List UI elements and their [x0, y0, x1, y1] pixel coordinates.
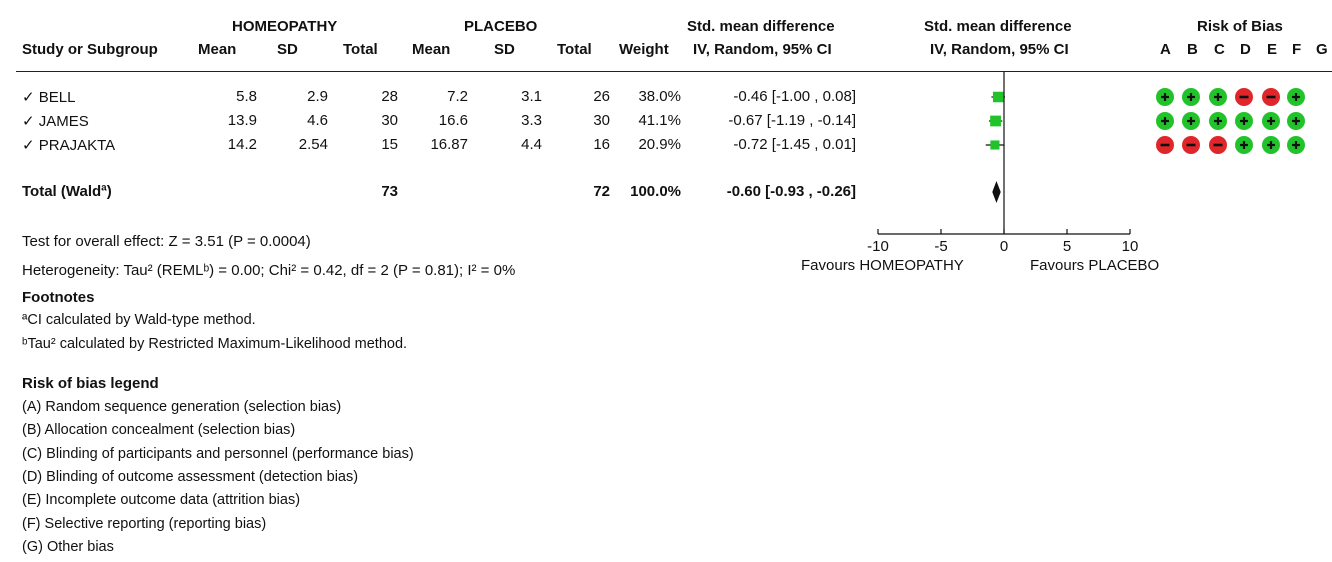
- total-placebo: 16: [593, 136, 610, 153]
- effect-header-title: Std. mean difference: [687, 18, 835, 35]
- plot-header-sub: IV, Random, 95% CI: [930, 41, 1069, 58]
- plot-header-title: Std. mean difference: [924, 18, 1072, 35]
- x-tick-label: 10: [1122, 238, 1139, 255]
- rob-dot-high: [1182, 136, 1200, 154]
- total-ci-text: -0.60 [-0.93 , -0.26]: [726, 183, 856, 200]
- rob-dot-low: [1262, 112, 1280, 130]
- study-name: ✓ JAMES: [22, 113, 89, 130]
- sd-placebo: 3.3: [521, 112, 542, 129]
- rob-dot-high: [1209, 136, 1227, 154]
- weight: 41.1%: [638, 112, 681, 129]
- study-estimate-box: [990, 140, 1000, 150]
- legend-item: (A) Random sequence generation (selectio…: [22, 399, 342, 415]
- rob-dot-low: [1235, 112, 1253, 130]
- col-study: Study or Subgroup: [22, 41, 158, 58]
- footnote-a: ªCI calculated by Wald-type method.: [22, 312, 256, 328]
- total-weight: 100.0%: [630, 183, 681, 200]
- mean-homeopathy: 14.2: [227, 136, 257, 153]
- legend-item: (C) Blinding of participants and personn…: [22, 445, 414, 462]
- header-rule: [16, 71, 1332, 72]
- rob-dot-low: [1209, 112, 1227, 130]
- footnote-b: ᵇTau² calculated by Restricted Maximum-L…: [22, 336, 408, 352]
- rob-dot-high: [1262, 88, 1280, 106]
- overall-effect: Test for overall effect: Z = 3.51 (P = 0…: [22, 233, 311, 250]
- favours-right-label: Favours PLACEBO: [1030, 257, 1160, 274]
- rob-letter-f: F: [1292, 41, 1302, 58]
- col-sd-placebo: SD: [494, 41, 515, 58]
- rob-dot-low: [1209, 88, 1227, 106]
- rob-dot-low: [1182, 112, 1200, 130]
- study-name: ✓ PRAJAKTA: [22, 137, 116, 154]
- rob-letter-d: D: [1240, 41, 1251, 58]
- legend-item: (D) Blinding of outcome assessment (dete…: [22, 468, 359, 485]
- pooled-diamond: [992, 181, 1001, 203]
- rob-dot-high: [1235, 88, 1253, 106]
- sd-placebo: 3.1: [521, 88, 542, 105]
- mean-placebo: 16.6: [438, 112, 468, 129]
- mean-homeopathy: 13.9: [227, 112, 257, 129]
- rob-header-title: Risk of Bias: [1197, 18, 1283, 35]
- favours-left-label: Favours HOMEOPATHY: [801, 257, 964, 274]
- col-mean-placebo: Mean: [412, 41, 451, 58]
- rob-letter-b: B: [1187, 41, 1198, 58]
- sd-homeopathy: 2.54: [298, 136, 328, 153]
- total-homeopathy: 28: [381, 88, 398, 105]
- weight: 20.9%: [638, 136, 681, 153]
- col-mean-homeopathy: Mean: [198, 41, 237, 58]
- mean-placebo: 7.2: [447, 88, 468, 105]
- ci-text: -0.72 [-1.45 , 0.01]: [733, 136, 856, 153]
- rob-dot-low: [1156, 112, 1174, 130]
- rob-letter-a: A: [1160, 41, 1171, 58]
- total-placebo: 26: [593, 88, 610, 105]
- x-tick-label: -10: [867, 238, 889, 255]
- rob-dot-low: [1235, 136, 1253, 154]
- col-total-homeopathy: Total: [343, 41, 378, 58]
- sd-homeopathy: 2.9: [307, 88, 328, 105]
- study-name: ✓ BELL: [22, 89, 76, 106]
- total-homeopathy: 30: [381, 112, 398, 129]
- effect-header-sub: IV, Random, 95% CI: [693, 41, 832, 58]
- col-sd-homeopathy: SD: [277, 41, 298, 58]
- rob-dot-low: [1287, 112, 1305, 130]
- x-tick-label: -5: [934, 238, 947, 255]
- footnotes-title: Footnotes: [22, 289, 95, 306]
- ci-text: -0.46 [-1.00 , 0.08]: [733, 88, 856, 105]
- group1-header: HOMEOPATHY: [232, 18, 338, 35]
- x-tick-label: 5: [1063, 238, 1071, 255]
- rob-dot-high: [1156, 136, 1174, 154]
- col-weight: Weight: [619, 41, 669, 58]
- rob-letter-e: E: [1267, 41, 1278, 58]
- rob-letter-c: C: [1214, 41, 1225, 58]
- heterogeneity: Heterogeneity: Tau² (REMLᵇ) = 0.00; Chi²…: [22, 262, 516, 279]
- total-homeopathy: 15: [381, 136, 398, 153]
- total-placebo: 72: [593, 183, 610, 200]
- total-label: Total (Waldª): [22, 183, 112, 200]
- sd-homeopathy: 4.6: [307, 112, 328, 129]
- mean-placebo: 16.87: [430, 136, 468, 153]
- study-estimate-box: [992, 91, 1004, 103]
- legend-item: (E) Incomplete outcome data (attrition b…: [22, 492, 301, 509]
- col-total-placebo: Total: [557, 41, 592, 58]
- rob-dot-low: [1287, 136, 1305, 154]
- study-estimate-box: [990, 115, 1001, 127]
- rob-dot-low: [1182, 88, 1200, 106]
- rob-letter-g: G: [1316, 41, 1328, 58]
- group2-header: PLACEBO: [464, 18, 538, 35]
- legend-title: Risk of bias legend: [22, 375, 159, 392]
- sd-placebo: 4.4: [521, 136, 542, 153]
- x-tick-label: 0: [1000, 238, 1008, 255]
- legend-item: (F) Selective reporting (reporting bias): [22, 515, 267, 532]
- rob-dot-low: [1287, 88, 1305, 106]
- ci-text: -0.67 [-1.19 , -0.14]: [728, 112, 856, 129]
- total-homeopathy: 73: [381, 183, 398, 200]
- legend-item: (G) Other bias: [22, 538, 114, 555]
- mean-homeopathy: 5.8: [236, 88, 257, 105]
- total-placebo: 30: [593, 112, 610, 129]
- rob-dot-low: [1262, 136, 1280, 154]
- legend-item: (B) Allocation concealment (selection bi…: [22, 422, 296, 439]
- weight: 38.0%: [638, 88, 681, 105]
- rob-dot-low: [1156, 88, 1174, 106]
